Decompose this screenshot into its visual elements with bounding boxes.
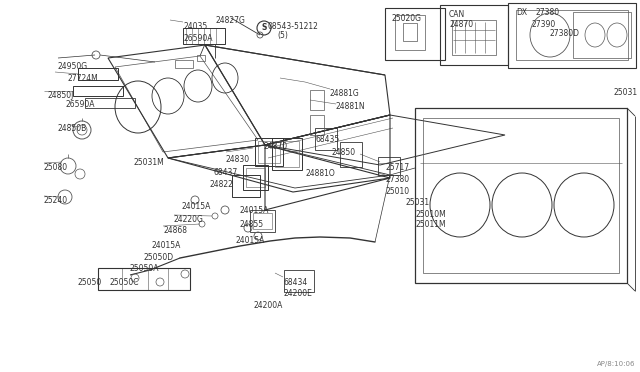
Text: 08543-51212: 08543-51212 bbox=[268, 22, 319, 31]
Text: 26590A: 26590A bbox=[183, 34, 212, 43]
Text: 25031: 25031 bbox=[614, 88, 638, 97]
Text: 24881G: 24881G bbox=[330, 89, 360, 98]
Bar bbox=[340, 142, 362, 167]
Text: 24870: 24870 bbox=[449, 20, 473, 29]
Text: 24015A: 24015A bbox=[236, 236, 266, 245]
Text: 24881O: 24881O bbox=[305, 169, 335, 178]
Text: 25010M: 25010M bbox=[416, 210, 447, 219]
Text: 25020G: 25020G bbox=[392, 14, 422, 23]
Text: AP/8:10:06: AP/8:10:06 bbox=[596, 361, 635, 367]
Text: 25717: 25717 bbox=[385, 163, 409, 172]
Bar bbox=[275, 141, 299, 167]
Text: 25050A: 25050A bbox=[130, 264, 159, 273]
Text: 24850B: 24850B bbox=[58, 124, 87, 133]
Bar bbox=[255, 138, 283, 166]
Text: 24850: 24850 bbox=[332, 148, 356, 157]
Text: 24200E: 24200E bbox=[283, 289, 312, 298]
Text: 25050D: 25050D bbox=[144, 253, 174, 262]
Text: S: S bbox=[261, 23, 267, 32]
Bar bbox=[258, 141, 280, 163]
Text: 24015A: 24015A bbox=[151, 241, 180, 250]
Text: 68435: 68435 bbox=[316, 135, 340, 144]
Text: 24200A: 24200A bbox=[254, 301, 284, 310]
Text: 24868: 24868 bbox=[163, 226, 187, 235]
Text: 24015A: 24015A bbox=[181, 202, 211, 211]
Text: 24850J: 24850J bbox=[48, 91, 74, 100]
Bar bbox=[315, 128, 337, 150]
Text: 27380: 27380 bbox=[536, 8, 560, 17]
Bar bbox=[250, 210, 275, 232]
Text: 24220G: 24220G bbox=[174, 215, 204, 224]
Text: 24881N: 24881N bbox=[336, 102, 365, 111]
Text: 24870: 24870 bbox=[263, 142, 287, 151]
Bar bbox=[385, 8, 445, 60]
Text: 27380: 27380 bbox=[385, 175, 409, 184]
Bar bbox=[197, 55, 205, 61]
Text: 24035: 24035 bbox=[183, 22, 207, 31]
Bar bbox=[183, 28, 225, 44]
Bar bbox=[246, 168, 265, 187]
Text: 27390: 27390 bbox=[531, 20, 556, 29]
Bar bbox=[243, 165, 268, 190]
Bar bbox=[516, 10, 628, 60]
Bar bbox=[452, 20, 496, 55]
Bar bbox=[78, 68, 118, 80]
Bar bbox=[98, 268, 190, 290]
Text: 24827G: 24827G bbox=[215, 16, 245, 25]
Text: 25240: 25240 bbox=[44, 196, 68, 205]
Text: 68437: 68437 bbox=[213, 168, 237, 177]
Text: 24015A: 24015A bbox=[239, 206, 268, 215]
Bar bbox=[508, 3, 636, 68]
Text: 27380D: 27380D bbox=[549, 29, 579, 38]
Text: 68434: 68434 bbox=[283, 278, 307, 287]
Text: CAN: CAN bbox=[449, 10, 465, 19]
Bar bbox=[175, 60, 193, 68]
Text: 24950G: 24950G bbox=[58, 62, 88, 71]
Bar bbox=[573, 12, 631, 58]
Bar bbox=[415, 108, 627, 283]
Text: 24822: 24822 bbox=[210, 180, 234, 189]
Bar bbox=[403, 23, 417, 41]
Text: 25050: 25050 bbox=[77, 278, 101, 287]
Text: 25031: 25031 bbox=[406, 198, 430, 207]
Bar bbox=[310, 90, 324, 110]
Text: 24855: 24855 bbox=[239, 220, 263, 229]
Bar bbox=[423, 118, 619, 273]
Bar bbox=[284, 270, 314, 292]
Text: 25031M: 25031M bbox=[134, 158, 164, 167]
Text: 27724M: 27724M bbox=[68, 74, 99, 83]
Text: (5): (5) bbox=[277, 31, 288, 40]
Bar bbox=[253, 213, 272, 229]
Bar bbox=[272, 138, 302, 170]
Text: DX: DX bbox=[516, 8, 527, 17]
Text: 25010: 25010 bbox=[385, 187, 409, 196]
Text: 24830: 24830 bbox=[226, 155, 250, 164]
Bar bbox=[310, 115, 324, 135]
Bar bbox=[440, 5, 508, 65]
Text: 25050C: 25050C bbox=[110, 278, 140, 287]
Bar bbox=[85, 98, 135, 108]
Bar bbox=[395, 15, 425, 50]
Text: 25080: 25080 bbox=[44, 163, 68, 172]
Bar bbox=[73, 86, 123, 96]
Text: 25011M: 25011M bbox=[416, 220, 447, 229]
Bar bbox=[378, 157, 400, 175]
Bar bbox=[232, 175, 260, 197]
Text: 26590A: 26590A bbox=[66, 100, 95, 109]
